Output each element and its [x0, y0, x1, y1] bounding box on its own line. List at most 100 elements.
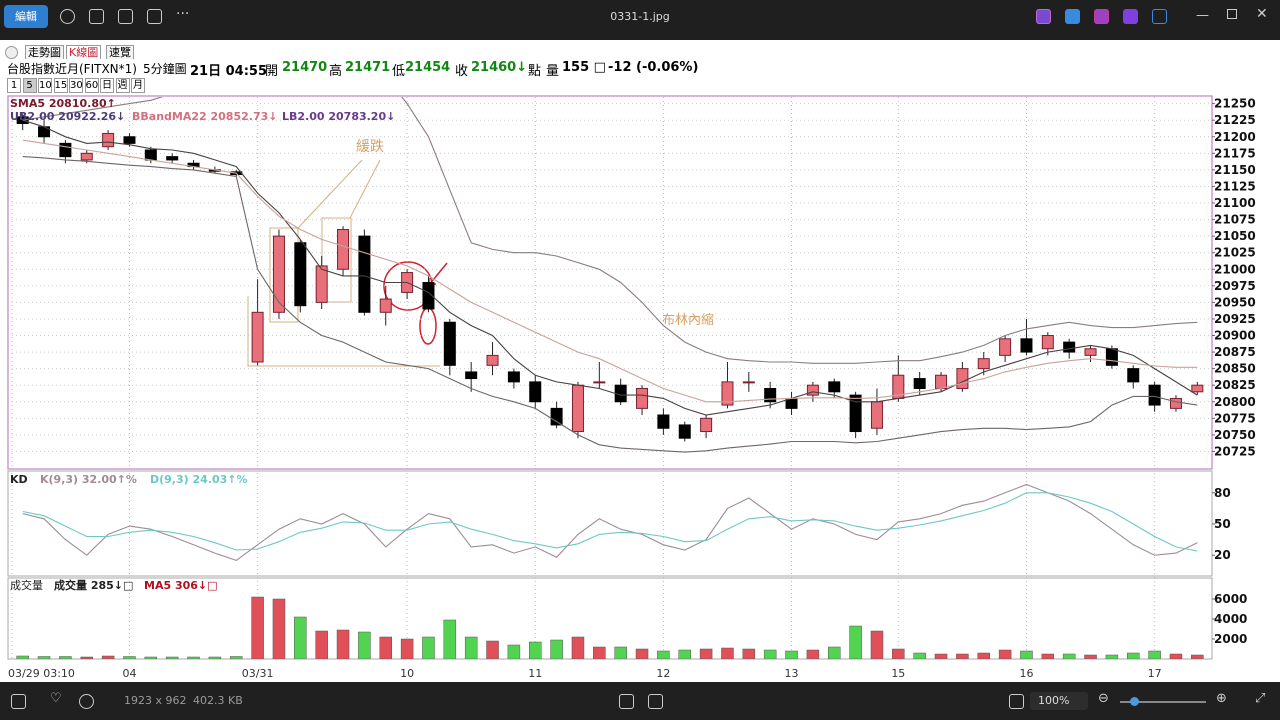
- period-button[interactable]: 60: [84, 78, 99, 93]
- series-line: [22, 492, 1198, 552]
- candle-body: [80, 152, 93, 161]
- chart-header: 走勢圖 K線圖 速覽 台股指數近月(FITXN*1) 5分鐘圖 21日 04:5…: [0, 40, 1280, 96]
- y-tick-label: 21175: [1214, 146, 1256, 160]
- volume-bar: [806, 649, 820, 659]
- series-line: [22, 119, 1198, 416]
- app-icon[interactable]: [1036, 9, 1051, 24]
- fit-icon[interactable]: [1009, 694, 1024, 709]
- candle-body: [1020, 338, 1033, 353]
- volume-bar: [336, 629, 350, 659]
- volume-bar: [251, 596, 264, 659]
- candle-body: [678, 424, 691, 439]
- app-icon[interactable]: [1123, 9, 1138, 24]
- tab[interactable]: K線圖: [66, 45, 102, 59]
- candle-body: [529, 381, 542, 403]
- filmstrip-icon[interactable]: [11, 694, 26, 709]
- y-tick-label: 20775: [1214, 411, 1256, 425]
- crop-icon[interactable]: [619, 694, 634, 709]
- volume-bar: [1191, 654, 1204, 659]
- volume-bar: [16, 655, 29, 659]
- time: 21日 04:55: [190, 64, 267, 79]
- zoom-slider[interactable]: [1120, 701, 1206, 703]
- ocr-icon[interactable]: [648, 694, 663, 709]
- volume-bar: [892, 648, 905, 659]
- volume-bar: [956, 653, 969, 659]
- period-button[interactable]: 10: [38, 78, 52, 93]
- zoom-out[interactable]: ⊖: [1098, 691, 1109, 706]
- volume-bar: [101, 655, 115, 659]
- volume-bar: [294, 616, 307, 659]
- more-icon[interactable]: ···: [176, 6, 190, 22]
- volume-bar: [464, 636, 478, 659]
- x-tick-label: 10: [400, 667, 414, 680]
- period-button[interactable]: 15: [53, 78, 68, 93]
- volume-bar: [1041, 653, 1055, 659]
- y-tick-label: 20925: [1214, 312, 1256, 326]
- maximize[interactable]: [1227, 9, 1237, 19]
- image-size: 1923 x 962: [124, 694, 187, 707]
- candle-body: [550, 407, 563, 426]
- share-icon[interactable]: [147, 9, 162, 24]
- candle-body: [913, 378, 926, 389]
- fullscreen[interactable]: ⤢: [1255, 691, 1266, 706]
- minimize[interactable]: —: [1196, 8, 1209, 23]
- volume-bar: [443, 619, 457, 659]
- candle-body: [1148, 384, 1161, 406]
- x-tick-label: 13: [785, 667, 799, 680]
- legend-entry: D(9,3) 24.03↑%: [150, 473, 248, 486]
- legend-entry: 成交量 285↓□: [54, 578, 133, 592]
- x-tick-label: 16: [1019, 667, 1033, 680]
- value: 21460↓: [471, 60, 528, 75]
- volume-bar: [379, 636, 392, 659]
- zoom-in[interactable]: ⊕: [1216, 691, 1227, 706]
- period-button[interactable]: 月: [131, 78, 145, 93]
- volume-bar: [358, 631, 371, 659]
- tab[interactable]: 速覽: [106, 45, 134, 59]
- menu-dot[interactable]: [5, 46, 18, 59]
- volume-bar: [272, 598, 286, 659]
- info-icon[interactable]: [79, 694, 94, 709]
- y-tick-label: 21125: [1214, 179, 1256, 193]
- cloud-icon[interactable]: [1152, 9, 1167, 24]
- candle-body: [102, 132, 115, 148]
- app-icon[interactable]: [1094, 9, 1109, 24]
- period-button[interactable]: 日: [100, 78, 114, 93]
- y-tick-label: 21075: [1214, 213, 1256, 227]
- x-tick-label: 03/29 03:10: [8, 667, 75, 680]
- period-button[interactable]: 1: [7, 78, 21, 93]
- volume-bar: [614, 646, 627, 659]
- y-tick-label: 80: [1214, 486, 1231, 500]
- app-icon[interactable]: [1065, 9, 1080, 24]
- y-tick-label: 20800: [1214, 395, 1256, 409]
- y-tick-label: 20750: [1214, 428, 1256, 442]
- period-button[interactable]: 週: [115, 78, 130, 93]
- period-button[interactable]: 5: [22, 78, 37, 93]
- period-button[interactable]: 30: [69, 78, 83, 93]
- zoom-select[interactable]: 100%: [1030, 692, 1088, 710]
- edit-button[interactable]: 編輯: [4, 5, 48, 28]
- label: 收: [455, 64, 469, 79]
- candle-body: [465, 371, 478, 380]
- label: 低: [392, 64, 406, 79]
- print-icon[interactable]: [118, 9, 133, 24]
- tab[interactable]: 走勢圖: [25, 45, 64, 59]
- symbol: 台股指數近月(FITXN*1): [7, 62, 137, 76]
- favorite-icon[interactable]: ♡: [50, 691, 62, 706]
- close[interactable]: ✕: [1256, 6, 1268, 22]
- delete-icon[interactable]: [89, 9, 104, 24]
- candle-body: [700, 417, 713, 433]
- volume-bar: [550, 639, 563, 659]
- volume-bar: [828, 646, 841, 659]
- candle-body: [1169, 397, 1182, 409]
- file-size: 402.3 KB: [193, 694, 243, 707]
- candle-body: [315, 265, 328, 303]
- slider-thumb[interactable]: [1130, 697, 1139, 706]
- candle-body: [870, 401, 883, 429]
- candle-body: [507, 371, 520, 383]
- volume-bar: [934, 653, 948, 659]
- annotation: 布林內縮: [662, 312, 714, 328]
- volume-bar: [742, 648, 756, 659]
- rotate-icon[interactable]: [60, 9, 75, 24]
- candle-body: [1105, 348, 1118, 366]
- pointer-line: [297, 159, 363, 229]
